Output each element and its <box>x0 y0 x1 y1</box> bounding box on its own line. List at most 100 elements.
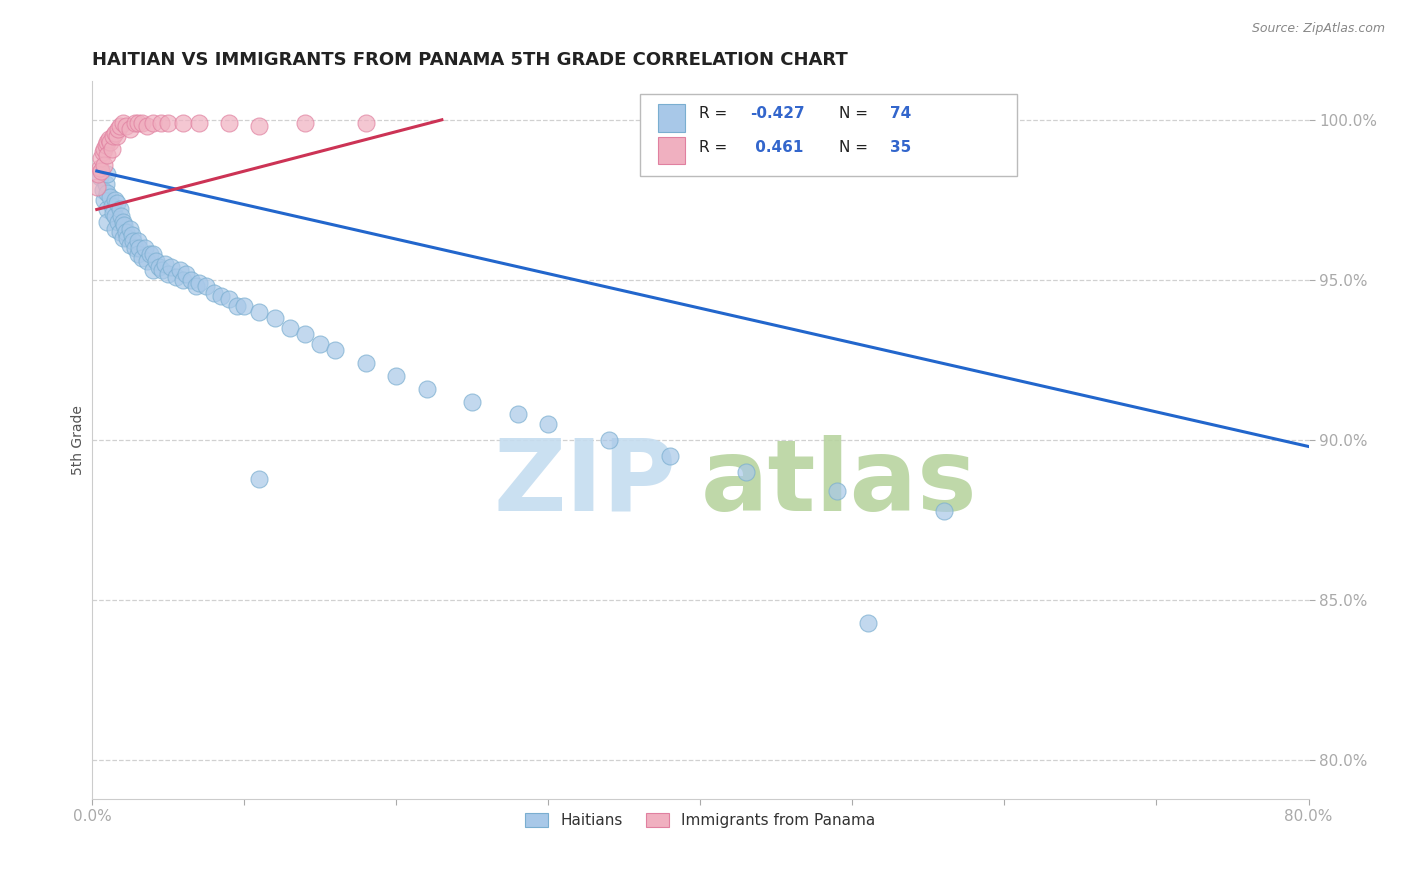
Text: N =: N = <box>839 106 873 121</box>
Bar <box>658 104 685 132</box>
Point <box>110 209 132 223</box>
Point <box>172 116 194 130</box>
Point <box>96 202 118 217</box>
Point <box>127 116 149 130</box>
Point <box>142 116 165 130</box>
Point <box>309 337 332 351</box>
Point <box>104 193 127 207</box>
Point <box>93 142 115 156</box>
Point <box>233 299 256 313</box>
Point <box>172 273 194 287</box>
Bar <box>658 136 685 164</box>
Point <box>121 228 143 243</box>
Point <box>120 221 142 235</box>
Point <box>128 241 150 255</box>
Point <box>169 263 191 277</box>
Point <box>294 327 316 342</box>
Text: atlas: atlas <box>700 434 977 532</box>
Point <box>157 267 180 281</box>
Y-axis label: 5th Grade: 5th Grade <box>72 405 86 475</box>
Point <box>142 263 165 277</box>
Point <box>932 503 955 517</box>
Point <box>105 128 128 143</box>
Point <box>249 119 271 133</box>
Point <box>157 116 180 130</box>
Point <box>856 615 879 630</box>
Point <box>127 235 149 249</box>
Point <box>87 167 110 181</box>
Point <box>104 221 127 235</box>
Text: 0.461: 0.461 <box>751 140 804 155</box>
Point <box>127 247 149 261</box>
Point <box>385 369 408 384</box>
Point <box>97 132 120 146</box>
Point <box>145 253 167 268</box>
Point <box>135 119 157 133</box>
Point <box>107 215 129 229</box>
Point <box>160 260 183 274</box>
Point <box>104 209 127 223</box>
Point <box>225 299 247 313</box>
Point <box>218 116 240 130</box>
Point <box>209 289 232 303</box>
Point <box>249 305 271 319</box>
Point <box>96 167 118 181</box>
Point <box>94 177 117 191</box>
Point <box>105 196 128 211</box>
Point <box>139 247 162 261</box>
Point <box>111 215 134 229</box>
Point <box>108 202 131 217</box>
Point <box>184 279 207 293</box>
Point <box>202 285 225 300</box>
Point <box>90 164 112 178</box>
Point <box>249 471 271 485</box>
Point <box>100 135 122 149</box>
Point <box>165 269 187 284</box>
Point <box>93 158 115 172</box>
Text: ZIP: ZIP <box>494 434 676 532</box>
Point <box>294 116 316 130</box>
Point <box>111 231 134 245</box>
Point <box>263 311 285 326</box>
Point <box>142 247 165 261</box>
Point <box>195 279 218 293</box>
Point <box>96 186 118 201</box>
Point <box>131 116 153 130</box>
Point <box>114 225 136 239</box>
Point <box>325 343 347 358</box>
Point <box>89 161 111 175</box>
Point <box>124 241 146 255</box>
FancyBboxPatch shape <box>640 94 1017 176</box>
Point <box>278 321 301 335</box>
Point <box>108 119 131 133</box>
Point <box>107 122 129 136</box>
Point <box>124 116 146 130</box>
Text: Source: ZipAtlas.com: Source: ZipAtlas.com <box>1251 22 1385 36</box>
Point <box>111 116 134 130</box>
Point <box>96 215 118 229</box>
Text: R =: R = <box>699 106 733 121</box>
Point <box>103 128 125 143</box>
Text: R =: R = <box>699 140 737 155</box>
Text: 35: 35 <box>890 140 911 155</box>
Point <box>94 138 117 153</box>
Point <box>131 251 153 265</box>
Point <box>93 193 115 207</box>
Point <box>148 260 170 274</box>
Point <box>115 231 138 245</box>
Point <box>134 241 156 255</box>
Point <box>104 126 127 140</box>
Point <box>187 276 209 290</box>
Point <box>658 449 681 463</box>
Point <box>176 267 198 281</box>
Point <box>101 199 124 213</box>
Point <box>825 484 848 499</box>
Point <box>537 417 560 431</box>
Point <box>108 225 131 239</box>
Point <box>96 135 118 149</box>
Point <box>101 142 124 156</box>
Point <box>135 253 157 268</box>
Point <box>86 180 108 194</box>
Text: HAITIAN VS IMMIGRANTS FROM PANAMA 5TH GRADE CORRELATION CHART: HAITIAN VS IMMIGRANTS FROM PANAMA 5TH GR… <box>93 51 848 69</box>
Text: N =: N = <box>839 140 873 155</box>
